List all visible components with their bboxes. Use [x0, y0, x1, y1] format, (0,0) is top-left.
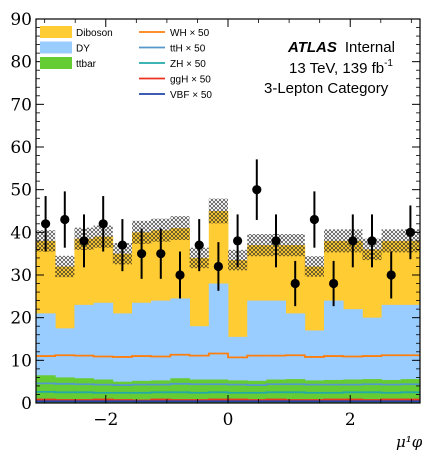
data-point	[367, 236, 377, 246]
data-point	[386, 270, 396, 280]
uncertainty-hatch	[381, 229, 401, 253]
ttbar-bar	[189, 379, 210, 403]
y-tick-label: 10	[10, 351, 32, 371]
legend-label: ttH × 50	[170, 44, 206, 55]
data-point	[213, 261, 223, 272]
ttbar-bar	[36, 375, 56, 403]
ttbar-bar	[228, 380, 248, 403]
y-tick-label: 60	[10, 138, 32, 158]
uncertainty-hatch	[304, 256, 324, 277]
legend-label: Diboson	[76, 28, 113, 39]
uncertainty-hatch	[208, 198, 228, 224]
y-tick-label: 70	[10, 95, 32, 115]
data-point	[194, 240, 204, 250]
dy-bar	[400, 304, 420, 403]
signal-line-tth	[36, 382, 420, 386]
y-tick-label: 30	[10, 266, 32, 286]
dy-bar	[93, 302, 114, 403]
svg-text:ATLAS Internal: ATLAS Internal	[287, 39, 395, 56]
x-tick-label: 2	[345, 410, 356, 430]
uncertainty-hatch	[247, 234, 267, 257]
y-tick-label: 90	[10, 10, 32, 30]
y-tick-label: 20	[10, 309, 32, 329]
dy-bar	[151, 300, 171, 403]
legend-swatch	[40, 57, 72, 69]
dy-bar	[132, 302, 152, 403]
dy-bar	[170, 298, 191, 403]
legend-label: ggH × 50	[170, 75, 211, 86]
y-tick-label: 0	[21, 394, 32, 414]
x-axis-label: μ¹φ	[396, 433, 423, 451]
data-point	[329, 278, 339, 289]
legend-label: DY	[76, 44, 90, 55]
ttbar-bar	[208, 379, 229, 403]
ttbar-bar	[324, 379, 344, 403]
signal-line-zh	[36, 391, 420, 394]
ttbar-bar	[381, 379, 402, 403]
legend-label: ttbar	[76, 59, 97, 70]
data-point	[309, 214, 319, 225]
data-point	[175, 270, 185, 280]
legend: Diboson DY ttbar WH × 50 ttH × 50 ZH × 50 ggH …	[40, 26, 212, 101]
legend-label: WH × 50	[170, 28, 210, 39]
signal-line-ggh	[36, 398, 420, 402]
dy-bar	[208, 283, 229, 403]
category-label: 3-Lepton Category	[264, 80, 389, 97]
data-point	[348, 236, 358, 246]
dy-bar	[324, 300, 344, 403]
data-point	[405, 227, 415, 237]
data-point	[98, 219, 108, 229]
legend-label: ZH × 50	[170, 59, 206, 70]
data-point	[156, 249, 166, 259]
uncertainty-hatch	[170, 216, 190, 241]
legend-swatch	[40, 26, 72, 38]
atlas-text: ATLAS	[287, 39, 337, 56]
data-point	[60, 214, 70, 225]
legend-label: VBF × 50	[170, 90, 212, 101]
legend-swatch	[40, 41, 72, 54]
uncertainty-band	[36, 198, 420, 278]
energy-label: 13 TeV, 139 fb-1	[289, 58, 393, 77]
data-point	[137, 249, 147, 259]
data-points	[41, 159, 415, 307]
signal-line-wh	[36, 352, 420, 359]
uncertainty-hatch	[55, 255, 75, 278]
data-point	[79, 236, 89, 246]
x-tick-label: −2	[93, 410, 118, 430]
x-tick-label: 0	[223, 410, 234, 430]
dy-bar	[112, 313, 133, 403]
uncertainty-hatch	[285, 234, 305, 257]
data-point	[233, 236, 243, 246]
data-point	[117, 240, 127, 250]
uncertainty-hatch	[324, 229, 344, 253]
atlas-label: ATLAS Internal 13 TeV, 139 fb-1 3-Lepton…	[264, 39, 395, 97]
data-point	[290, 278, 300, 289]
ttbar-bar	[304, 380, 325, 403]
data-point	[271, 236, 281, 246]
dy-bar	[247, 300, 267, 403]
y-tick-label: 50	[10, 181, 32, 201]
axes: 0 10 20 30 40 50 60 70 80 90 −2 0 2	[10, 10, 420, 430]
internal-text: Internal	[345, 39, 395, 56]
dy-bar	[266, 300, 287, 403]
ttbar-bar	[266, 379, 287, 403]
data-point	[41, 219, 51, 229]
y-tick-label: 40	[10, 223, 32, 243]
y-tick-label: 80	[10, 53, 32, 73]
data-point	[252, 185, 262, 195]
dy-bar	[381, 304, 402, 403]
